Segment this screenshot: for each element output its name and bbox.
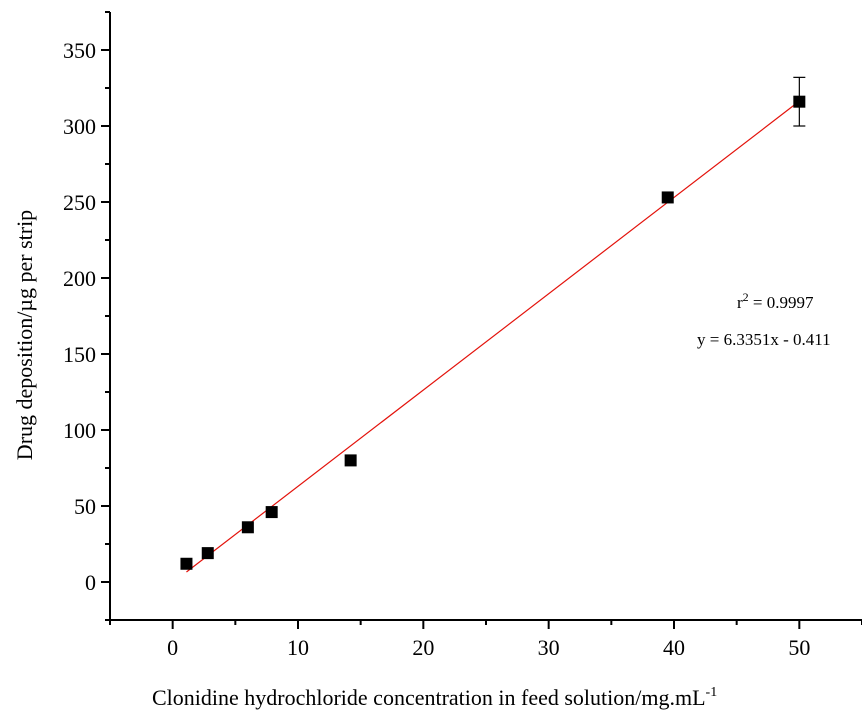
- x-axis-title-superscript: -1: [706, 685, 718, 700]
- y-tick-label: 50: [74, 494, 96, 519]
- data-point: [265, 506, 278, 519]
- y-tick-label: 350: [63, 38, 96, 63]
- data-points: [180, 95, 806, 570]
- x-tick-label: 20: [412, 635, 434, 660]
- fit-line-group: [186, 100, 800, 573]
- data-point: [661, 191, 674, 204]
- x-tick-label: 30: [538, 635, 560, 660]
- axes: 0 10 20 30 40 50 0 50 100 150 200 250 300 350: [63, 11, 862, 660]
- x-tick-label: 0: [167, 635, 178, 660]
- r-squared-prefix: r: [737, 293, 743, 312]
- y-tick-label: 300: [63, 114, 96, 139]
- r-squared-value: = 0.9997: [749, 293, 814, 312]
- r-squared-superscript: 2: [743, 290, 749, 304]
- x-tick-label: 50: [788, 635, 810, 660]
- r-squared-annotation: r2 = 0.9997: [737, 290, 814, 312]
- data-point: [180, 557, 193, 570]
- data-point: [344, 454, 357, 467]
- y-tick-label: 250: [63, 190, 96, 215]
- data-point: [793, 95, 806, 108]
- data-point: [241, 521, 254, 534]
- y-tick-label: 100: [63, 418, 96, 443]
- y-tick-label: 150: [63, 342, 96, 367]
- x-axis-title: Clonidine hydrochloride concentration in…: [152, 685, 717, 710]
- data-point: [201, 547, 214, 560]
- y-tick-label: 200: [63, 266, 96, 291]
- x-tick-label: 10: [287, 635, 309, 660]
- x-tick-label: 40: [663, 635, 685, 660]
- x-axis-title-main: Clonidine hydrochloride concentration in…: [152, 685, 706, 710]
- y-tick-label: 0: [85, 570, 96, 595]
- y-axis-title: Drug deposition/µg per strip: [12, 210, 37, 460]
- regression-equation: y = 6.3351x - 0.411: [697, 330, 831, 349]
- regression-line: [186, 100, 800, 573]
